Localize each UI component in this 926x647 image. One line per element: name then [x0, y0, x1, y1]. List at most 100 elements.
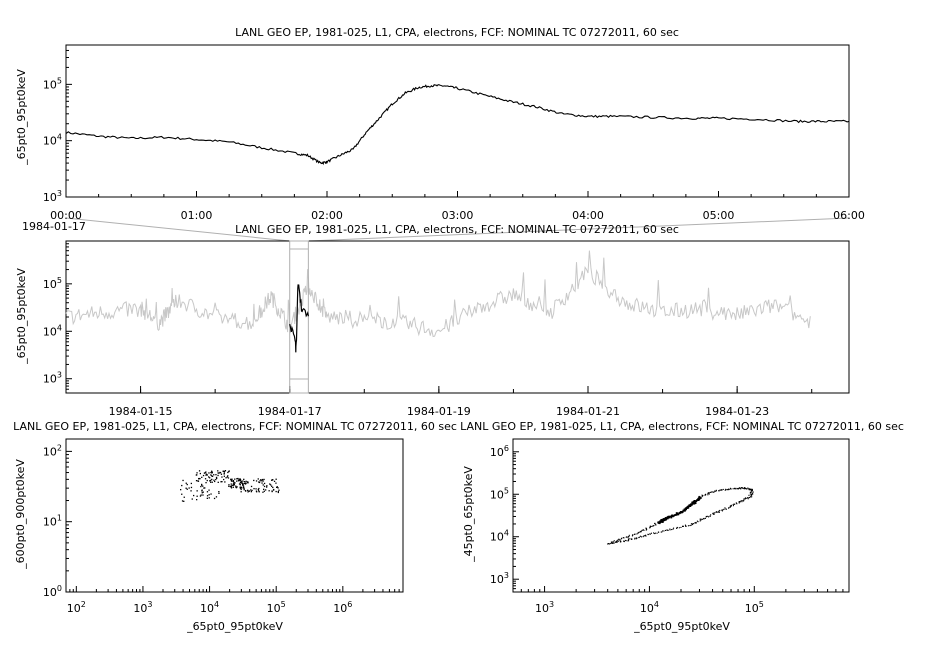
zoom-connector-left — [65, 217, 290, 242]
scatter-point — [732, 504, 734, 506]
scatter-point — [721, 489, 723, 491]
scatter-point — [217, 472, 219, 474]
scatter-point — [277, 487, 279, 489]
scatter-point — [658, 521, 661, 524]
scatter-point — [202, 474, 205, 477]
scatter-point — [708, 516, 710, 518]
scatter-point — [751, 490, 753, 492]
scatter-point — [243, 487, 245, 489]
scatter-point — [257, 488, 259, 491]
scatter-point — [223, 475, 225, 477]
scatter-point — [717, 511, 719, 513]
scatter-point — [649, 533, 651, 535]
scatter-point — [257, 478, 259, 480]
plot-frame — [65, 44, 850, 198]
scatter-point — [217, 481, 219, 483]
y-tick-label: 104 — [43, 323, 62, 338]
scatter-point — [271, 479, 274, 481]
panel-middle-timeseries: LANL GEO EP, 1981-025, L1, CPA, electron… — [15, 223, 850, 418]
scatter-point — [208, 472, 210, 474]
scatter-point — [749, 488, 751, 490]
y-tick-label: 101 — [43, 514, 62, 529]
scatter-point — [271, 479, 273, 481]
scatter-point — [228, 485, 230, 487]
scatter-point — [699, 520, 701, 522]
scatter-point — [663, 530, 665, 532]
scatter-point — [705, 493, 707, 495]
scatter-point — [746, 497, 748, 499]
scatter-point — [752, 493, 754, 495]
scatter-point — [247, 489, 249, 491]
scatter-point — [740, 487, 742, 489]
scatter-point — [188, 487, 190, 489]
scatter-point — [613, 540, 615, 542]
scatter-point — [612, 541, 614, 543]
scatter-point — [201, 483, 203, 486]
scatter-point — [644, 535, 646, 537]
scatter-point — [214, 480, 216, 483]
scatter-point — [714, 490, 716, 492]
scatter-point — [749, 493, 751, 495]
scatter-point — [688, 504, 691, 507]
scatter-point — [697, 521, 699, 523]
x-tick-label: 104 — [200, 600, 219, 615]
y-tick-label: 103 — [43, 189, 62, 204]
scatter-point — [276, 486, 278, 488]
scatter-point — [261, 478, 264, 481]
scatter-point — [197, 480, 200, 482]
scatter-point — [649, 525, 651, 527]
scatter-point — [662, 530, 664, 532]
scatter-point — [255, 488, 257, 490]
scatter-point — [223, 470, 226, 473]
scatter-point — [262, 484, 264, 486]
scatter-point — [255, 490, 258, 492]
scatter-point — [198, 478, 200, 480]
scatter-point — [622, 537, 624, 539]
scatter-point — [732, 488, 734, 490]
scatter-point — [191, 498, 193, 500]
scatter-point — [684, 507, 687, 510]
scatter-point — [740, 488, 742, 490]
scatter-point — [263, 488, 265, 490]
scatter-point — [719, 489, 721, 491]
scatter-point — [734, 488, 736, 490]
scatter-point — [224, 481, 226, 483]
scatter-point — [726, 489, 728, 491]
scatter-point — [243, 482, 245, 485]
scatter-point — [714, 512, 716, 514]
scatter-point — [713, 513, 715, 515]
scatter-point — [741, 487, 743, 489]
scatter-point — [628, 538, 630, 540]
scatter-point — [728, 507, 730, 509]
scatter-point — [721, 510, 723, 512]
scatter-point — [637, 531, 639, 533]
scatter-point — [654, 533, 656, 535]
panel-bottom-left-xlabel: _65pt0_95pt0keV — [186, 620, 283, 633]
scatter-point — [628, 538, 630, 540]
scatter-point — [199, 472, 201, 475]
scatter-point — [642, 536, 644, 538]
scatter-point — [243, 487, 245, 489]
scatter-point — [744, 487, 746, 489]
scatter-point — [728, 488, 730, 490]
scatter-point — [275, 478, 277, 480]
scatter-point — [680, 511, 683, 513]
x-tick-label: 06:00 — [833, 209, 865, 222]
scatter-point — [210, 474, 212, 476]
scatter-point — [620, 540, 622, 542]
scatter-point — [242, 484, 244, 486]
scatter-point — [259, 480, 261, 482]
scatter-point — [266, 485, 268, 487]
scatter-point — [671, 529, 673, 531]
scatter-point — [235, 486, 237, 488]
scatter-point — [698, 495, 700, 497]
scatter-point — [641, 529, 643, 531]
scatter-point — [236, 480, 238, 482]
scatter-point — [645, 527, 647, 529]
scatter-point — [210, 493, 212, 495]
scatter-point — [203, 487, 205, 489]
scatter-point — [681, 510, 684, 513]
scatter-point — [628, 536, 630, 538]
scatter-point — [701, 496, 703, 498]
